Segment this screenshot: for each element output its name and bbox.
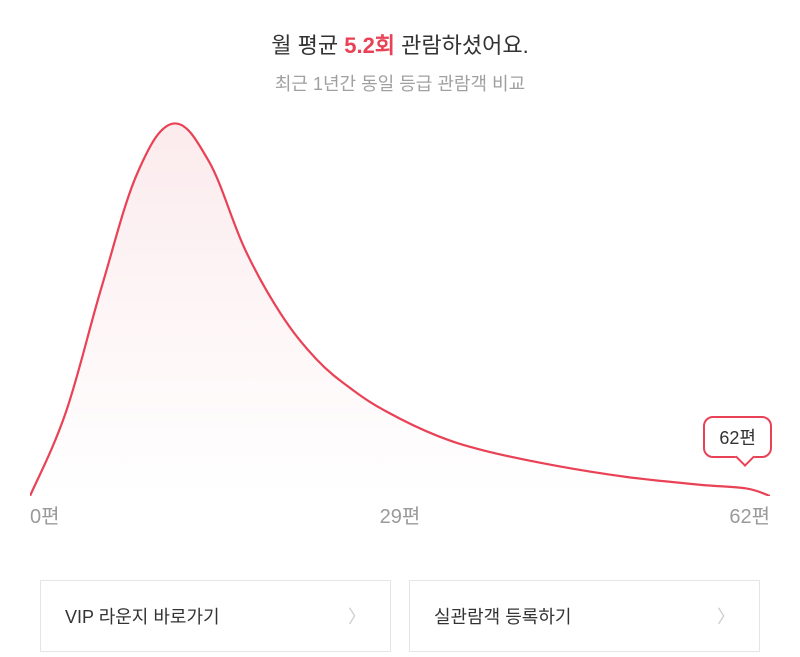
chart-svg — [30, 116, 770, 496]
vip-lounge-button[interactable]: VIP 라운지 바로가기 〉 — [40, 580, 391, 652]
x-axis: 0편 29편 62편 — [30, 500, 770, 530]
chevron-right-icon: 〉 — [348, 603, 366, 629]
register-audience-button[interactable]: 실관람객 등록하기 〉 — [409, 580, 760, 652]
chevron-right-icon: 〉 — [717, 603, 735, 629]
title-highlight: 5.2회 — [344, 33, 395, 58]
badge-label: 62편 — [719, 428, 756, 448]
x-axis-label-mid: 29편 — [380, 500, 421, 529]
x-axis-label-left: 0편 — [30, 500, 60, 529]
vip-lounge-label: VIP 라운지 바로가기 — [65, 603, 220, 629]
chart-area-fill — [30, 123, 770, 496]
x-axis-label-right: 62편 — [729, 500, 770, 529]
value-badge: 62편 — [703, 416, 772, 458]
distribution-chart: 62편 — [30, 116, 770, 496]
title-prefix: 월 평균 — [271, 33, 344, 58]
register-audience-label: 실관람객 등록하기 — [434, 603, 571, 629]
page-title: 월 평균 5.2회 관람하셨어요. — [0, 28, 800, 60]
title-suffix: 관람하셨어요. — [395, 33, 529, 58]
page-subtitle: 최근 1년간 동일 등급 관람객 비교 — [0, 70, 800, 96]
